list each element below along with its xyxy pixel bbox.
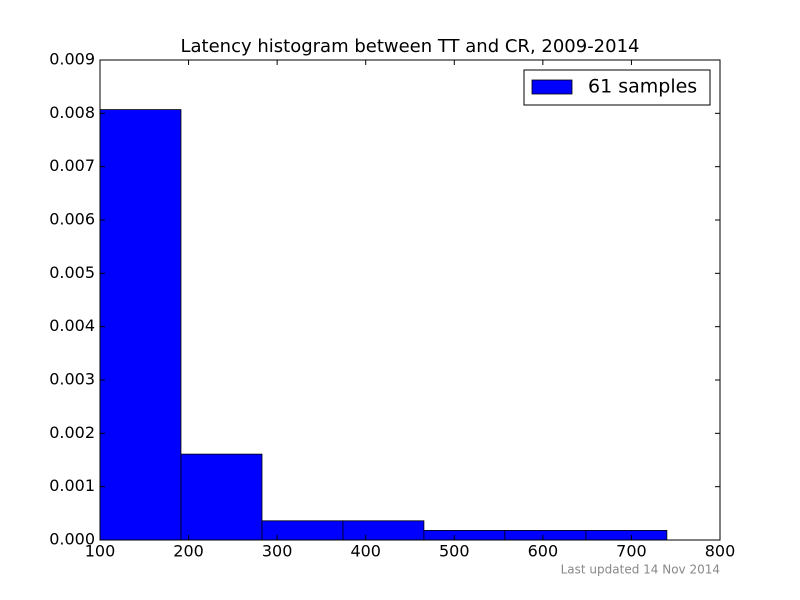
- x-tick-label: 800: [705, 542, 736, 561]
- bar: [99, 109, 182, 541]
- y-tick-label: 0.005: [49, 263, 95, 282]
- x-tick-label: 100: [85, 542, 116, 561]
- annotation: Last updated 14 Nov 2014: [561, 563, 720, 577]
- x-tick-label: 500: [439, 542, 470, 561]
- y-tick-label: 0.007: [49, 156, 95, 175]
- y-tick-label: 0.006: [49, 210, 95, 229]
- x-tick-label: 200: [173, 542, 204, 561]
- legend-box: [523, 69, 711, 106]
- bar: [261, 520, 344, 541]
- y-tick-label: 0.008: [49, 103, 95, 122]
- x-tick-label: 600: [528, 542, 559, 561]
- y-tick-label: 0.004: [49, 316, 95, 335]
- bar: [342, 520, 425, 541]
- bar: [180, 453, 263, 541]
- bar: [504, 530, 587, 541]
- y-tick-label: 0.009: [49, 50, 95, 69]
- y-tick-label: 0.002: [49, 423, 95, 442]
- x-tick-label: 700: [616, 542, 647, 561]
- legend-label: 61 samples: [588, 76, 697, 98]
- bar: [423, 530, 506, 541]
- chart-title: Latency histogram between TT and CR, 200…: [180, 36, 639, 57]
- x-tick-label: 400: [350, 542, 381, 561]
- plot-frame: [99, 59, 721, 541]
- legend-swatch: [531, 79, 573, 95]
- y-tick-label: 0.003: [49, 370, 95, 389]
- bar: [585, 530, 668, 541]
- y-tick-label: 0.000: [49, 530, 95, 549]
- x-tick-label: 300: [262, 542, 293, 561]
- y-tick-label: 0.001: [49, 476, 95, 495]
